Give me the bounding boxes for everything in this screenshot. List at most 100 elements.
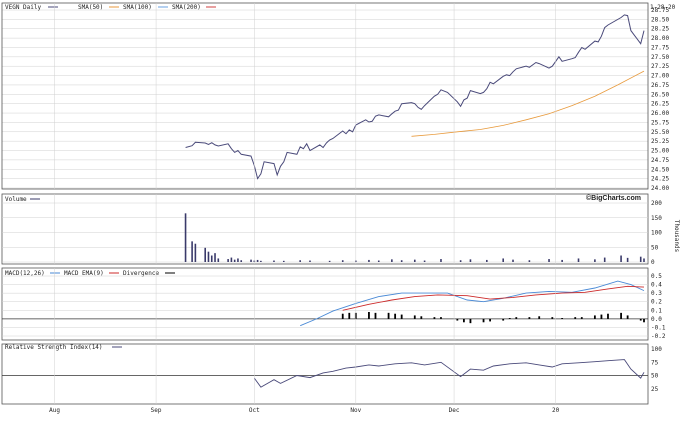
volume-bar-11 — [237, 258, 239, 262]
divergence-bar-4 — [375, 313, 377, 319]
volume-bar-24 — [368, 260, 370, 262]
volume-unit-label: Thousands — [673, 220, 680, 253]
x-tick-label-oct: Oct — [249, 407, 260, 414]
sma100-legend-label: SMA(100) — [123, 4, 152, 11]
price-y-tick-26-25: 26.25 — [651, 101, 669, 108]
divergence-bar-28 — [607, 314, 609, 319]
volume-bar-34 — [502, 258, 504, 262]
divergence-bar-12 — [456, 319, 458, 321]
divergence-bar-9 — [420, 316, 422, 319]
rsi-y-tick-25: 25 — [651, 386, 659, 393]
rsi-y-tick-50: 50 — [651, 373, 659, 380]
price-y-tick-26-50: 26.50 — [651, 91, 669, 98]
sma200-legend-label: SMA(200) — [172, 4, 201, 11]
volume-bar-44 — [640, 257, 642, 262]
divergence-bar-21 — [538, 316, 540, 319]
divergence-bar-6 — [394, 314, 396, 319]
macd-y-tick-0-1: -0.1 — [651, 324, 666, 331]
volume-bar-33 — [486, 260, 488, 262]
divergence-bar-3 — [368, 312, 370, 319]
divergence-bar-14 — [470, 319, 472, 323]
divergence-bar-7 — [401, 315, 403, 319]
price-y-tick-25-50: 25.50 — [651, 129, 669, 136]
volume-bar-15 — [257, 260, 259, 262]
macd-y-tick-0-5: 0.5 — [651, 273, 662, 280]
price-y-tick-25-25: 25.25 — [651, 138, 669, 145]
volume-bar-30 — [440, 259, 442, 262]
volume-bar-10 — [234, 260, 236, 262]
sma50-legend-label: SMA(50) — [78, 4, 103, 11]
volume-bar-29 — [424, 261, 426, 262]
volume-bar-13 — [250, 260, 252, 262]
divergence-bar-18 — [509, 318, 511, 319]
volume-bar-27 — [401, 260, 403, 262]
x-tick-label-aug: Aug — [49, 407, 60, 414]
divergence-bar-0 — [342, 314, 344, 319]
divergence-bar-19 — [515, 317, 517, 319]
divergence-bar-20 — [528, 317, 530, 319]
volume-label: Volume — [5, 196, 27, 203]
volume-bar-17 — [273, 261, 275, 262]
divergence-bar-15 — [483, 319, 485, 322]
volume-bar-36 — [529, 260, 531, 262]
price-y-tick-26-75: 26.75 — [651, 82, 669, 89]
volume-y-tick-100: 100 — [651, 230, 662, 237]
volume-bar-18 — [283, 261, 285, 262]
x-tick-label-nov: Nov — [350, 407, 361, 414]
price-y-tick-28-00: 28.00 — [651, 35, 669, 42]
divergence-bar-8 — [414, 315, 416, 318]
divergence-bar-16 — [489, 319, 491, 322]
divergence-bar-10 — [434, 317, 436, 319]
volume-bar-26 — [391, 259, 393, 262]
price-y-tick-27-25: 27.25 — [651, 63, 669, 70]
x-tick-label-20: 20 — [552, 407, 560, 414]
macd-y-tick-0-4: 0.4 — [651, 282, 662, 289]
divergence-bar-27 — [601, 315, 603, 319]
macd-y-tick-0-0: 0.0 — [651, 316, 662, 323]
volume-bar-22 — [342, 260, 344, 262]
macd-y-tick-0-2: 0.2 — [651, 299, 662, 306]
volume-bar-5 — [211, 256, 213, 262]
volume-bar-25 — [378, 261, 380, 262]
volume-bar-20 — [309, 261, 311, 262]
macd-y-tick-0-2: -0.2 — [651, 333, 666, 340]
price-y-tick-24-25: 24.25 — [651, 176, 669, 183]
divergence-bar-24 — [574, 317, 576, 319]
volume-bar-41 — [604, 258, 606, 262]
volume-bar-12 — [240, 260, 242, 262]
price-y-tick-27-50: 27.50 — [651, 54, 669, 61]
x-tick-label-dec: Dec — [449, 407, 460, 414]
divergence-bar-22 — [551, 317, 553, 319]
volume-bar-16 — [260, 261, 262, 262]
volume-bar-6 — [214, 253, 216, 262]
volume-bar-39 — [578, 258, 580, 262]
price-y-tick-24-50: 24.50 — [651, 166, 669, 173]
volume-bar-9 — [231, 258, 233, 262]
price-y-tick-28-75: 28.75 — [651, 7, 669, 14]
divergence-bar-30 — [627, 315, 629, 318]
volume-bar-28 — [414, 260, 416, 262]
volume-bar-43 — [627, 258, 629, 262]
price-y-tick-28-50: 28.50 — [651, 16, 669, 23]
volume-bar-38 — [561, 260, 563, 262]
volume-bar-7 — [218, 258, 220, 262]
price-y-tick-25-00: 25.00 — [651, 148, 669, 155]
macd-y-tick-0-1: 0.1 — [651, 307, 662, 314]
divergence-bar-1 — [348, 313, 350, 319]
price-y-tick-25-75: 25.75 — [651, 119, 669, 126]
price-y-tick-27-75: 27.75 — [651, 44, 669, 51]
x-tick-label-sep: Sep — [151, 407, 162, 414]
volume-bar-3 — [204, 248, 206, 262]
volume-y-tick-200: 200 — [651, 200, 662, 207]
volume-bar-45 — [643, 258, 645, 262]
divergence-bar-25 — [581, 317, 583, 319]
volume-y-tick-150: 150 — [651, 215, 662, 222]
rsi-y-tick-100: 100 — [651, 346, 662, 353]
divergence-bar-32 — [643, 319, 645, 322]
price-y-tick-26-00: 26.00 — [651, 110, 669, 117]
price-y-tick-28-25: 28.25 — [651, 26, 669, 33]
divergence-bar-17 — [502, 319, 504, 321]
price-y-tick-27-00: 27.00 — [651, 73, 669, 80]
volume-bar-1 — [191, 241, 193, 262]
